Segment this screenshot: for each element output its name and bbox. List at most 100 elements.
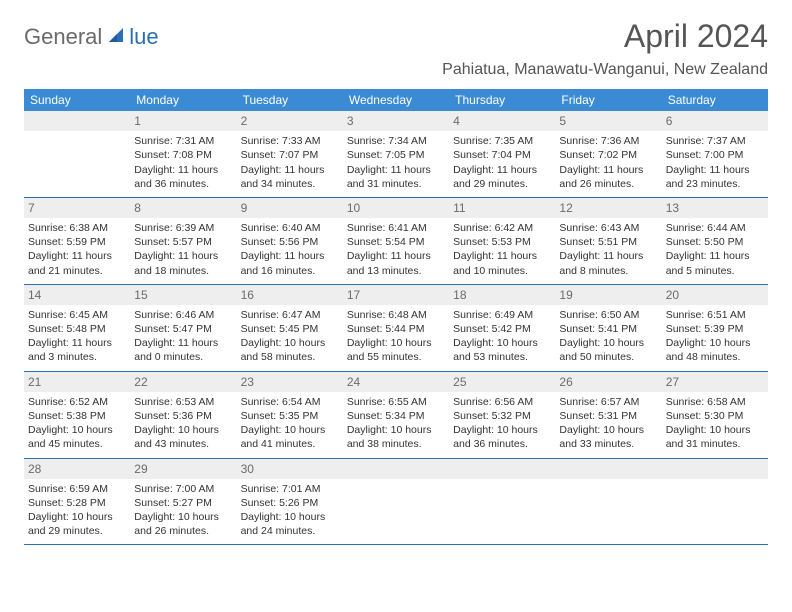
- daylight-text-2: and 26 minutes.: [559, 177, 657, 191]
- day-cell: 9Sunrise: 6:40 AMSunset: 5:56 PMDaylight…: [237, 198, 343, 284]
- week-row: 21Sunrise: 6:52 AMSunset: 5:38 PMDayligh…: [24, 372, 768, 459]
- day-cell: 27Sunrise: 6:58 AMSunset: 5:30 PMDayligh…: [662, 372, 768, 458]
- day-number: 19: [555, 285, 661, 305]
- sunrise-text: Sunrise: 6:56 AM: [453, 395, 551, 409]
- day-number: [555, 459, 661, 479]
- sunset-text: Sunset: 7:02 PM: [559, 148, 657, 162]
- week-row: 1Sunrise: 7:31 AMSunset: 7:08 PMDaylight…: [24, 111, 768, 198]
- daylight-text-1: Daylight: 10 hours: [666, 336, 764, 350]
- sunrise-text: Sunrise: 6:43 AM: [559, 221, 657, 235]
- daylight-text-1: Daylight: 10 hours: [241, 510, 339, 524]
- day-cell: 22Sunrise: 6:53 AMSunset: 5:36 PMDayligh…: [130, 372, 236, 458]
- daylight-text-2: and 21 minutes.: [28, 264, 126, 278]
- logo-sail-icon: [106, 25, 126, 50]
- sunrise-text: Sunrise: 7:01 AM: [241, 482, 339, 496]
- day-cell: 12Sunrise: 6:43 AMSunset: 5:51 PMDayligh…: [555, 198, 661, 284]
- day-number: 23: [237, 372, 343, 392]
- day-cell: 5Sunrise: 7:36 AMSunset: 7:02 PMDaylight…: [555, 111, 661, 197]
- day-cell: 15Sunrise: 6:46 AMSunset: 5:47 PMDayligh…: [130, 285, 236, 371]
- day-cell: 21Sunrise: 6:52 AMSunset: 5:38 PMDayligh…: [24, 372, 130, 458]
- sunrise-text: Sunrise: 7:36 AM: [559, 134, 657, 148]
- sunrise-text: Sunrise: 7:33 AM: [241, 134, 339, 148]
- day-number: [449, 459, 555, 479]
- sunrise-text: Sunrise: 6:59 AM: [28, 482, 126, 496]
- daylight-text-1: Daylight: 11 hours: [453, 249, 551, 263]
- daylight-text-1: Daylight: 11 hours: [666, 163, 764, 177]
- weeks-container: 1Sunrise: 7:31 AMSunset: 7:08 PMDaylight…: [24, 111, 768, 545]
- sunrise-text: Sunrise: 6:53 AM: [134, 395, 232, 409]
- daylight-text-2: and 31 minutes.: [666, 437, 764, 451]
- day-cell: 25Sunrise: 6:56 AMSunset: 5:32 PMDayligh…: [449, 372, 555, 458]
- day-number: 6: [662, 111, 768, 131]
- day-number: 13: [662, 198, 768, 218]
- day-number: 4: [449, 111, 555, 131]
- day-number: 28: [24, 459, 130, 479]
- day-number: 29: [130, 459, 236, 479]
- sunrise-text: Sunrise: 6:46 AM: [134, 308, 232, 322]
- calendar: SundayMondayTuesdayWednesdayThursdayFrid…: [24, 89, 768, 545]
- sunrise-text: Sunrise: 6:47 AM: [241, 308, 339, 322]
- sunrise-text: Sunrise: 6:48 AM: [347, 308, 445, 322]
- sunset-text: Sunset: 7:08 PM: [134, 148, 232, 162]
- sunrise-text: Sunrise: 7:31 AM: [134, 134, 232, 148]
- day-cell: 16Sunrise: 6:47 AMSunset: 5:45 PMDayligh…: [237, 285, 343, 371]
- daylight-text-1: Daylight: 10 hours: [134, 423, 232, 437]
- day-number: 17: [343, 285, 449, 305]
- daylight-text-2: and 58 minutes.: [241, 350, 339, 364]
- day-cell: 11Sunrise: 6:42 AMSunset: 5:53 PMDayligh…: [449, 198, 555, 284]
- sunset-text: Sunset: 5:44 PM: [347, 322, 445, 336]
- sunrise-text: Sunrise: 6:41 AM: [347, 221, 445, 235]
- daylight-text-2: and 3 minutes.: [28, 350, 126, 364]
- day-cell: 20 Sunrise: 6:51 AMSunset: 5:39 PMDayligh…: [662, 285, 768, 371]
- sunset-text: Sunset: 5:28 PM: [28, 496, 126, 510]
- sunrise-text: Sunrise: 7:35 AM: [453, 134, 551, 148]
- daylight-text-1: Daylight: 10 hours: [134, 510, 232, 524]
- day-number: 15: [130, 285, 236, 305]
- sunset-text: Sunset: 5:48 PM: [28, 322, 126, 336]
- sunset-text: Sunset: 7:00 PM: [666, 148, 764, 162]
- day-number: 8: [130, 198, 236, 218]
- sunrise-text: Sunrise: 6:49 AM: [453, 308, 551, 322]
- sunrise-text: Sunrise: 6:58 AM: [666, 395, 764, 409]
- day-cell: 23Sunrise: 6:54 AMSunset: 5:35 PMDayligh…: [237, 372, 343, 458]
- sunset-text: Sunset: 5:34 PM: [347, 409, 445, 423]
- day-number: 9: [237, 198, 343, 218]
- day-number: 20: [662, 285, 768, 305]
- daylight-text-1: Daylight: 10 hours: [666, 423, 764, 437]
- daylight-text-1: Daylight: 10 hours: [241, 423, 339, 437]
- daylight-text-2: and 33 minutes.: [559, 437, 657, 451]
- sunrise-text: Sunrise: 6:40 AM: [241, 221, 339, 235]
- logo-text-blue: lue: [129, 24, 158, 50]
- sunrise-text: Sunrise: 6:44 AM: [666, 221, 764, 235]
- daylight-text-1: Daylight: 10 hours: [347, 336, 445, 350]
- day-number: 25: [449, 372, 555, 392]
- daylight-text-2: and 26 minutes.: [134, 524, 232, 538]
- dow-cell: Friday: [555, 93, 661, 107]
- sunset-text: Sunset: 5:27 PM: [134, 496, 232, 510]
- daylight-text-1: Daylight: 10 hours: [241, 336, 339, 350]
- daylight-text-2: and 18 minutes.: [134, 264, 232, 278]
- day-number: 22: [130, 372, 236, 392]
- sunset-text: Sunset: 5:39 PM: [666, 322, 764, 336]
- daylight-text-1: Daylight: 11 hours: [559, 163, 657, 177]
- week-row: 7Sunrise: 6:38 AMSunset: 5:59 PMDaylight…: [24, 198, 768, 285]
- month-title: April 2024: [442, 18, 768, 55]
- daylight-text-2: and 16 minutes.: [241, 264, 339, 278]
- week-row: 28 Sunrise: 6:59 AMSunset: 5:28 PM Dayligh…: [24, 459, 768, 546]
- daylight-text-1: Daylight: 11 hours: [28, 336, 126, 350]
- day-cell: 1Sunrise: 7:31 AMSunset: 7:08 PMDaylight…: [130, 111, 236, 197]
- day-cell: 3Sunrise: 7:34 AMSunset: 7:05 PMDaylight…: [343, 111, 449, 197]
- day-number: 3: [343, 111, 449, 131]
- dow-cell: Saturday: [662, 93, 768, 107]
- daylight-text-2: and 34 minutes.: [241, 177, 339, 191]
- sunrise-text: Sunrise: 7:37 AM: [666, 134, 764, 148]
- sunset-text: Sunset: 5:47 PM: [134, 322, 232, 336]
- daylight-text-1: Daylight: 11 hours: [559, 249, 657, 263]
- location-text: Pahiatua, Manawatu-Wanganui, New Zealand: [442, 61, 768, 79]
- day-number: 30: [237, 459, 343, 479]
- sunrise-text: Sunrise: 6:42 AM: [453, 221, 551, 235]
- sunrise-text: Sunrise: 6:51 AM: [666, 308, 764, 322]
- sunset-text: Sunset: 5:50 PM: [666, 235, 764, 249]
- day-number: [662, 459, 768, 479]
- daylight-text-1: Daylight: 11 hours: [134, 163, 232, 177]
